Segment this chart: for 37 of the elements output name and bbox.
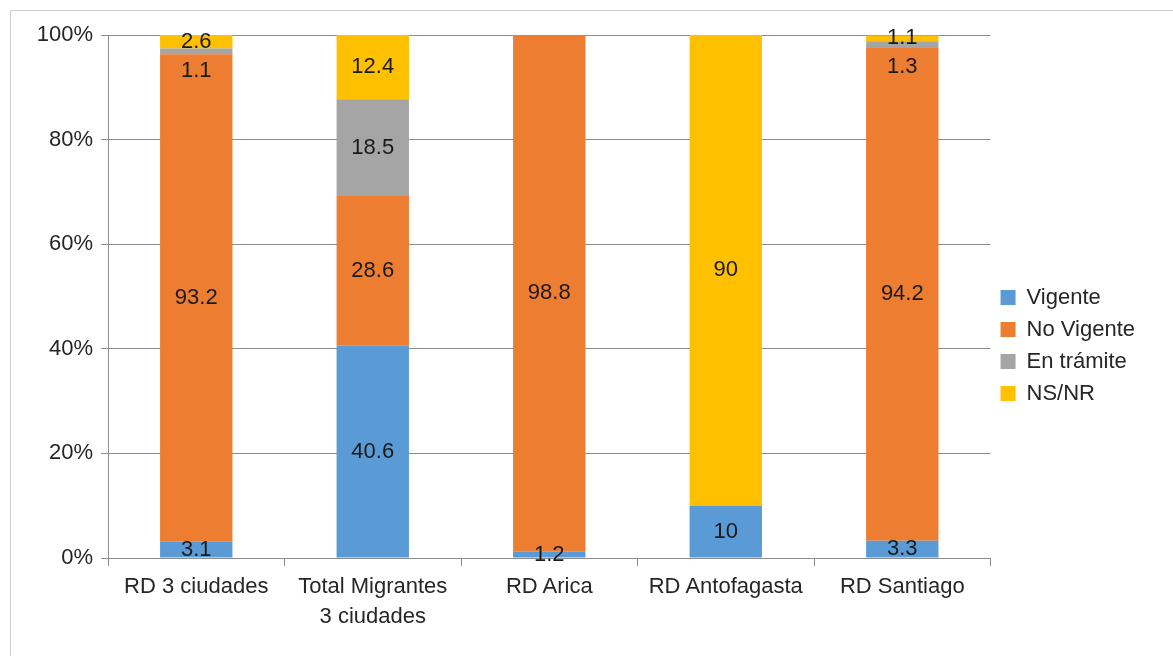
data-label: 90 [713, 256, 739, 282]
legend-label: Vigente [1026, 283, 1101, 309]
x-tick-label: Total Migrantes 3 ciudades [298, 572, 448, 628]
data-label: 3.3 [887, 535, 918, 561]
data-label: 3.1 [180, 535, 212, 561]
bar [160, 54, 233, 542]
x-tick-label: RD Santiago [839, 572, 965, 598]
data-label: 94.2 [880, 280, 924, 306]
bar [866, 48, 939, 541]
y-tick-label: 80% [48, 125, 93, 151]
data-label: 1.1 [180, 56, 212, 82]
bar [336, 196, 409, 346]
legend-label: En trámite [1026, 347, 1127, 373]
x-tick-label: RD Arica [505, 572, 594, 598]
bar [689, 505, 762, 558]
y-tick-label: 60% [48, 230, 93, 256]
data-label: 1.3 [887, 53, 918, 79]
legend-label: No Vigente [1026, 315, 1135, 341]
x-tick-label: RD Antofagasta [648, 572, 804, 598]
bar [336, 345, 409, 558]
bar [689, 35, 762, 506]
data-label: 18.5 [351, 133, 395, 159]
data-label: 10 [713, 517, 739, 543]
legend-label: NS/NR [1026, 379, 1095, 405]
data-label: 12.4 [351, 52, 395, 78]
y-tick-label: 20% [48, 439, 93, 465]
data-label: 2.6 [180, 27, 212, 53]
data-label: 28.6 [351, 256, 395, 282]
y-tick-label: 100% [36, 21, 93, 47]
y-tick-label: 0% [61, 544, 93, 570]
data-label: 93.2 [174, 284, 218, 310]
data-label: 98.8 [527, 279, 571, 305]
y-tick-label: 40% [48, 334, 93, 360]
bar [336, 35, 409, 100]
x-tick-label: RD 3 ciudades [124, 572, 269, 598]
data-label: 40.6 [351, 437, 395, 463]
bar [336, 99, 409, 197]
